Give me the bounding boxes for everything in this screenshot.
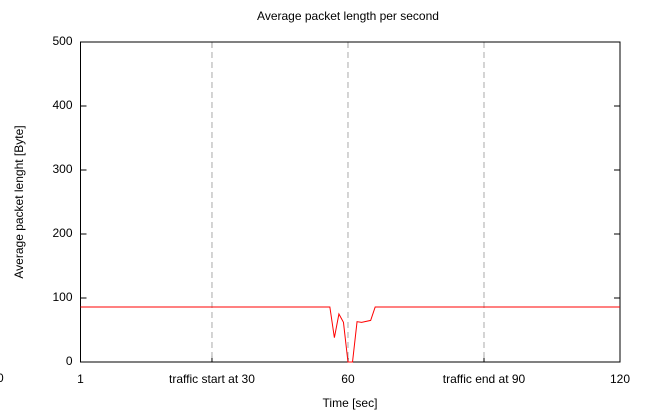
chart-title: Average packet length per second	[257, 9, 439, 23]
x-tick-label: traffic end at 90	[443, 372, 526, 386]
y-tick-label: 200	[52, 226, 72, 240]
y-tick-label: 100	[52, 290, 72, 304]
x-tick-label: 1	[77, 372, 84, 386]
x-tick-label: 60	[341, 372, 355, 386]
x-tick-label: 120	[610, 372, 630, 386]
plot-frame	[80, 41, 621, 363]
x-tick-label: traffic start at 30	[169, 372, 255, 386]
x-axis-label: Time [sec]	[323, 396, 378, 410]
annotation: 0	[0, 371, 4, 385]
y-tick-label: 0	[66, 354, 73, 368]
line-series	[80, 306, 620, 363]
y-tick-label: 300	[52, 162, 72, 176]
y-tick-label: 500	[52, 34, 72, 48]
y-tick-label: 400	[52, 98, 72, 112]
y-axis-label: Average packet lenght [Byte]	[12, 125, 26, 278]
